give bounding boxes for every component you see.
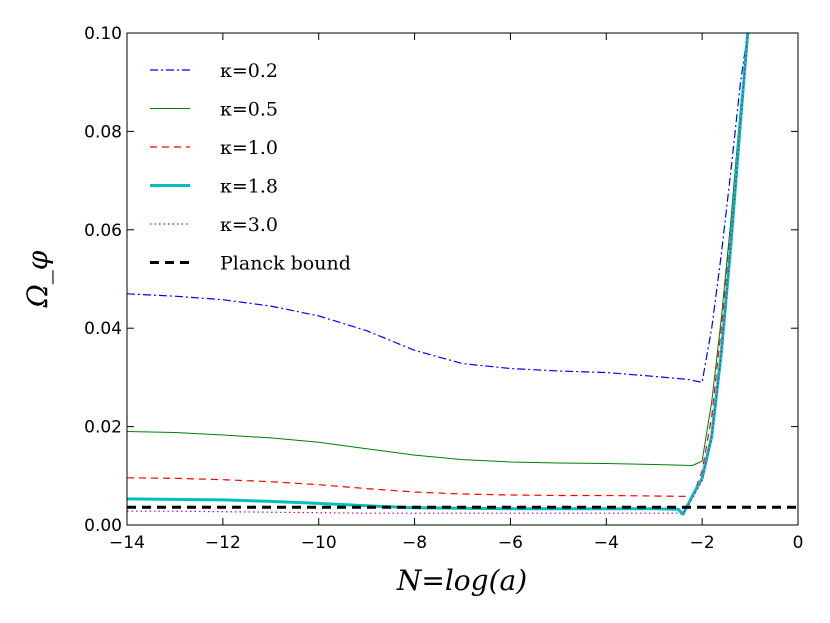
- y-tick-label: 0.08: [84, 122, 122, 142]
- plot-frame: [126, 32, 799, 526]
- x-tick-label: −10: [301, 533, 337, 553]
- series-line-2: [127, 33, 749, 498]
- series-layer: [127, 33, 798, 516]
- legend: κ=0.2 κ=0.5 κ=1.0 κ=1.8 κ=3.0 Planck bound: [150, 60, 351, 275]
- x-tick-label: −14: [109, 533, 145, 553]
- legend-label-2: κ=1.0: [220, 137, 278, 159]
- legend-label-5: Planck bound: [220, 253, 351, 275]
- y-ticks: 0.00 0.02 0.04 0.06 0.08 0.10: [84, 24, 798, 536]
- legend-label-4: κ=3.0: [220, 214, 278, 236]
- series-line-0: [127, 33, 749, 383]
- x-tick-label: −4: [594, 533, 619, 553]
- y-tick-label: 0.04: [84, 319, 122, 339]
- x-tick-label: −6: [498, 533, 523, 553]
- y-axis-label: Ω_φ: [21, 250, 54, 308]
- x-tick-label: 0: [793, 533, 804, 553]
- series-line-3: [127, 33, 750, 516]
- y-tick-label: 0.10: [84, 24, 122, 44]
- x-tick-label: −12: [205, 533, 241, 553]
- y-tick-label: 0.00: [84, 516, 122, 536]
- x-ticks: −14 −12 −10 −8 −6 −4 −2 0: [109, 33, 803, 553]
- series-line-1: [127, 33, 749, 466]
- plot-area: [127, 33, 798, 525]
- legend-label-0: κ=0.2: [220, 60, 278, 82]
- x-tick-label: −8: [402, 533, 427, 553]
- x-tick-label: −2: [690, 533, 715, 553]
- legend-label-3: κ=1.8: [220, 176, 278, 198]
- x-axis-label: N=log(a): [396, 564, 527, 597]
- y-tick-label: 0.02: [84, 418, 122, 438]
- legend-label-1: κ=0.5: [220, 99, 278, 121]
- y-tick-label: 0.06: [84, 221, 122, 241]
